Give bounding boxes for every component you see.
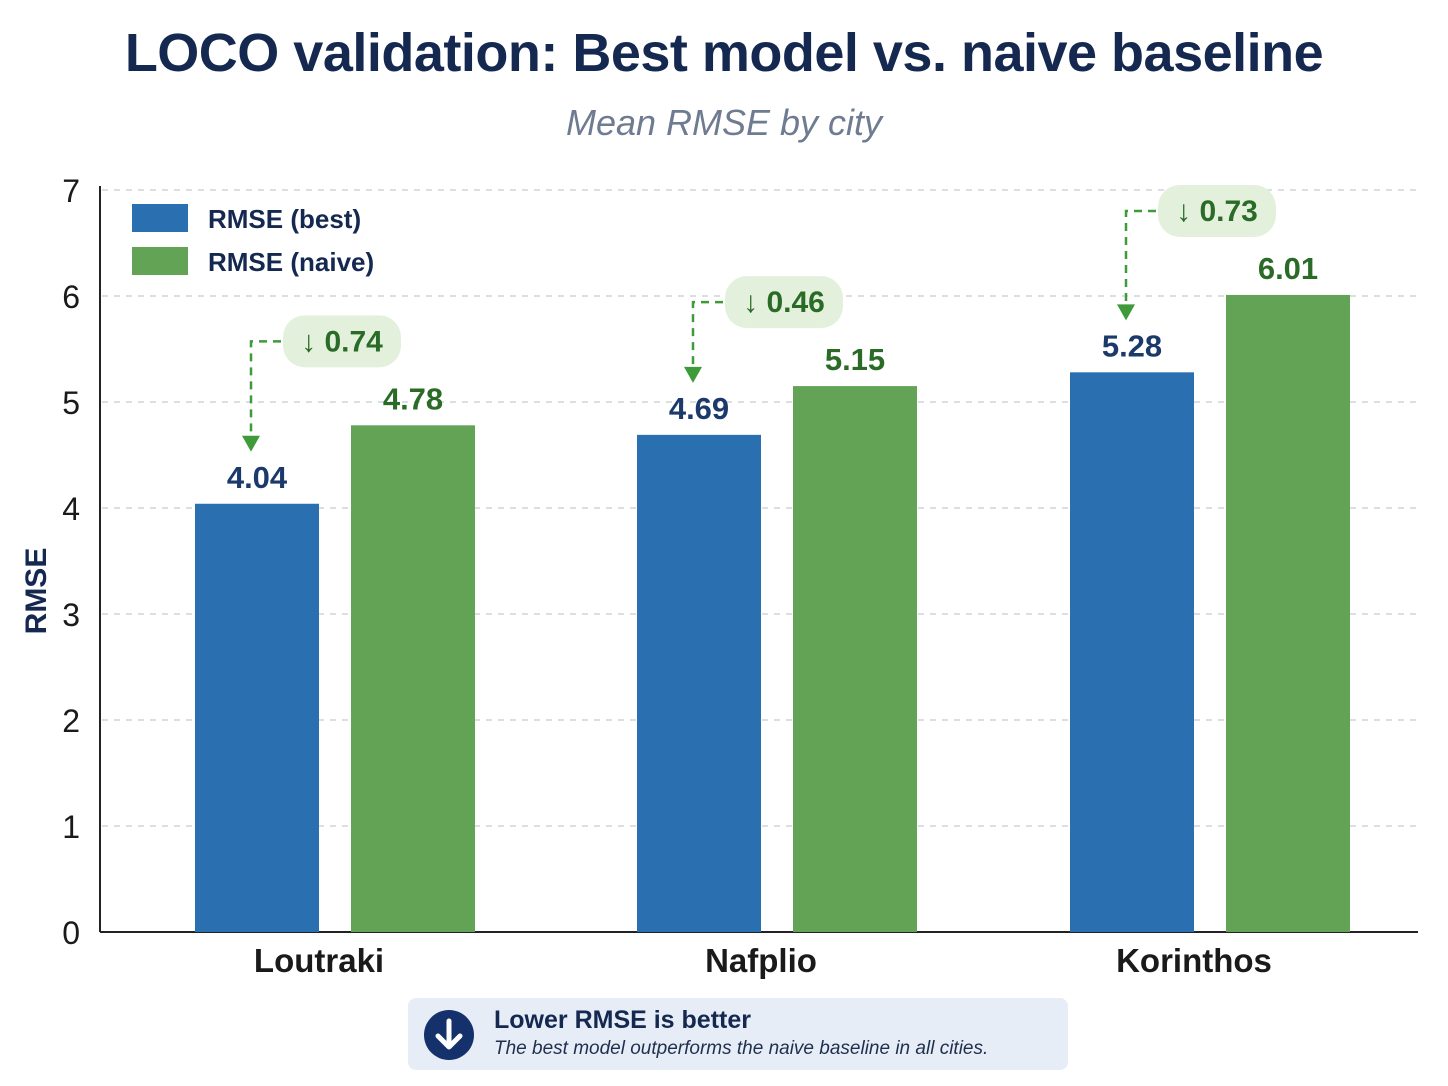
y-tick-label: 5 xyxy=(62,385,80,421)
legend-label: RMSE (best) xyxy=(208,204,361,234)
note-text: The best model outperforms the naive bas… xyxy=(494,1038,989,1059)
y-tick-label: 7 xyxy=(62,173,80,209)
note-title: Lower RMSE is better xyxy=(494,1006,751,1034)
data-label-best: 4.69 xyxy=(669,391,729,426)
bar-naive-korinthos xyxy=(1226,294,1350,932)
difference-label: ↓ 0.74 xyxy=(301,325,383,358)
bar-best-loutraki xyxy=(195,503,319,932)
y-tick-label: 3 xyxy=(62,597,80,633)
legend-swatch xyxy=(132,247,188,275)
difference-label: ↓ 0.46 xyxy=(743,286,825,319)
data-label-naive: 5.15 xyxy=(825,342,885,377)
y-tick-label: 1 xyxy=(62,809,80,845)
difference-label: ↓ 0.73 xyxy=(1176,195,1258,228)
bar-naive-loutraki xyxy=(351,425,475,932)
arrow-head-icon xyxy=(242,435,260,452)
note-box: Lower RMSE is better The best model outp… xyxy=(408,998,1068,1070)
data-label-naive: 6.01 xyxy=(1258,251,1318,286)
legend-label: RMSE (naive) xyxy=(208,247,374,277)
y-axis-title: RMSE xyxy=(20,548,53,635)
bar-naive-nafplio xyxy=(793,386,917,933)
legend-swatch xyxy=(132,204,188,232)
y-tick-label: 4 xyxy=(62,491,80,527)
y-tick-label: 2 xyxy=(62,703,80,739)
y-tick-label: 6 xyxy=(62,279,80,315)
data-label-best: 5.28 xyxy=(1102,328,1162,363)
difference-arrow xyxy=(249,340,281,438)
x-tick-label: Korinthos xyxy=(1116,942,1272,979)
data-label-best: 4.04 xyxy=(227,460,288,495)
chart-title: LOCO validation: Best model vs. naive ba… xyxy=(124,23,1324,83)
data-label-naive: 4.78 xyxy=(383,381,443,416)
down-arrow-icon xyxy=(424,1010,474,1060)
difference-pill xyxy=(725,276,843,329)
difference-arrow xyxy=(691,300,723,369)
chart-subtitle: Mean RMSE by city xyxy=(565,102,883,143)
x-tick-label: Loutraki xyxy=(254,942,384,979)
difference-pill xyxy=(1158,184,1276,237)
y-tick-label: 0 xyxy=(62,915,80,951)
difference-pill xyxy=(283,315,401,368)
bar-best-nafplio xyxy=(637,434,761,932)
arrow-head-icon xyxy=(1117,304,1135,321)
arrow-head-icon xyxy=(684,366,702,383)
bar-chart: 0 1 2 3 4 5 6 7 RMSE 4.04 4.78 Loutraki ↓ 0.74 4.69 5.… xyxy=(20,173,1418,979)
difference-arrow xyxy=(1124,209,1156,307)
bar-best-korinthos xyxy=(1070,372,1194,932)
x-tick-label: Nafplio xyxy=(705,942,817,979)
